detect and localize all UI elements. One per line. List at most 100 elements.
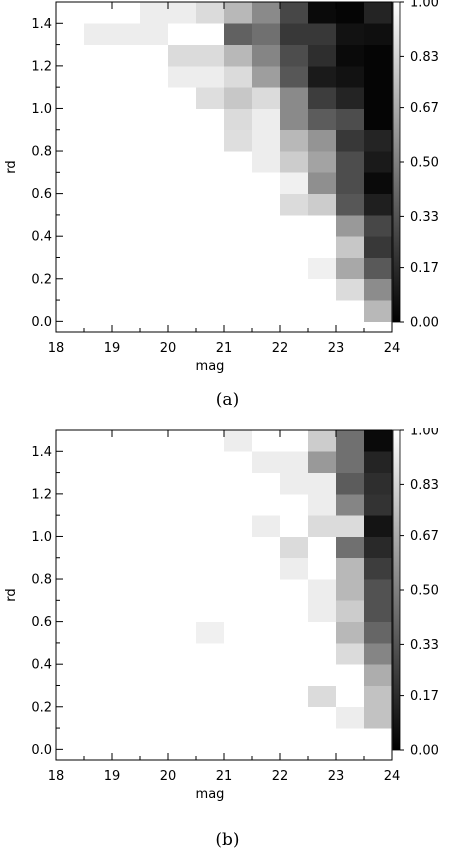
heatmap-cell <box>112 642 141 665</box>
heatmap-cell <box>196 642 225 665</box>
heatmap-cell <box>112 129 141 152</box>
heatmap-cell <box>168 685 197 708</box>
heatmap-cell <box>196 23 225 45</box>
colorbar <box>392 1 401 323</box>
heatmap-cell <box>280 536 309 559</box>
heatmap-cell <box>168 23 197 45</box>
heatmap-cell <box>140 44 169 67</box>
x-tick-label: 21 <box>216 769 233 784</box>
heatmap-cell <box>168 728 197 750</box>
heatmap-cell <box>308 451 337 473</box>
heatmap-cell <box>280 65 309 88</box>
heatmap-cell <box>168 706 197 729</box>
heatmap-cell <box>224 493 253 516</box>
y-axis-label: rd <box>4 588 19 601</box>
heatmap-cell <box>364 664 393 686</box>
heatmap-cell <box>336 172 365 195</box>
heatmap-cell <box>280 430 309 452</box>
heatmap-cell <box>364 536 393 559</box>
heatmap-cell <box>112 214 141 237</box>
heatmap-cell <box>364 193 393 216</box>
heatmap-cell <box>112 108 141 131</box>
heatmap-cell <box>112 664 141 686</box>
heatmap-cell <box>364 685 393 708</box>
heatmap-cell <box>196 65 225 88</box>
heatmap-cell <box>168 278 197 301</box>
y-tick-label: 0.4 <box>31 658 52 673</box>
heatmap-cell <box>308 430 337 452</box>
heatmap-cell <box>140 2 169 24</box>
heatmap-cell <box>252 108 281 131</box>
heatmap-cell <box>364 493 393 516</box>
heatmap-cell <box>168 257 197 280</box>
heatmap-cell <box>140 621 169 644</box>
heatmap-cell <box>168 236 197 258</box>
heatmap-cell <box>252 23 281 45</box>
heatmap-cell <box>364 300 393 322</box>
heatmap-cell <box>224 65 253 88</box>
heatmap-cell <box>224 451 253 473</box>
heatmap-cell <box>308 108 337 131</box>
heatmap-cell <box>196 536 225 559</box>
heatmap-cell <box>196 87 225 109</box>
heatmap-cell <box>168 193 197 216</box>
y-tick-label: 0.0 <box>31 315 52 330</box>
x-axis-label: mag <box>196 787 225 802</box>
heatmap-cell <box>364 728 393 750</box>
heatmap-cell <box>308 685 337 708</box>
heatmap-cell <box>224 664 253 686</box>
heatmap-cell <box>112 706 141 729</box>
heatmap-cell <box>308 664 337 686</box>
heatmap-cell <box>308 642 337 665</box>
heatmap-cell <box>112 579 141 601</box>
heatmap-cell <box>196 257 225 280</box>
heatmap-cell <box>224 472 253 495</box>
heatmap-cell <box>112 600 141 623</box>
heatmap-cell <box>252 129 281 152</box>
heatmap-cell <box>168 493 197 516</box>
heatmap-cell <box>364 108 393 131</box>
heatmap-cell <box>336 257 365 280</box>
heatmap-cell <box>168 600 197 623</box>
heatmap-cell <box>140 430 169 452</box>
heatmap-cell <box>84 728 113 750</box>
heatmap-cell <box>336 451 365 473</box>
heatmap-cell <box>112 621 141 644</box>
heatmap-cell <box>224 685 253 708</box>
colorbar-tick-label: 1.00 <box>410 0 439 11</box>
heatmap-cell <box>140 278 169 301</box>
heatmap-cell <box>140 536 169 559</box>
heatmap-cell <box>168 87 197 109</box>
heatmap-cell <box>84 2 113 24</box>
heatmap-cell <box>140 87 169 109</box>
heatmap-cell <box>308 129 337 152</box>
heatmap-cell <box>364 515 393 537</box>
heatmap-cell <box>280 193 309 216</box>
heatmap-cell <box>112 451 141 473</box>
heatmap-cell <box>84 557 113 580</box>
heatmap-cell <box>168 536 197 559</box>
heatmap-cell <box>308 236 337 258</box>
heatmap-cell <box>224 278 253 301</box>
heatmap-cell <box>308 536 337 559</box>
y-axis-label: rd <box>4 160 19 173</box>
heatmap-cell <box>224 642 253 665</box>
heatmap-cell <box>280 642 309 665</box>
heatmap-cell <box>364 642 393 665</box>
heatmap-cell <box>336 664 365 686</box>
heatmap-cell <box>140 706 169 729</box>
heatmap-cell <box>84 706 113 729</box>
x-tick-label: 22 <box>272 769 289 784</box>
heatmap-cell <box>84 172 113 195</box>
heatmap-cell <box>336 44 365 67</box>
heatmap-cell <box>168 172 197 195</box>
heatmap-cell <box>140 151 169 173</box>
heatmap-cell <box>196 108 225 131</box>
heatmap-cell <box>252 44 281 67</box>
heatmap-cell <box>112 300 141 322</box>
heatmap-cell <box>140 515 169 537</box>
heatmap-cell <box>140 108 169 131</box>
heatmap-cell <box>168 129 197 152</box>
heatmap-cell <box>336 236 365 258</box>
heatmap-cell <box>364 278 393 301</box>
